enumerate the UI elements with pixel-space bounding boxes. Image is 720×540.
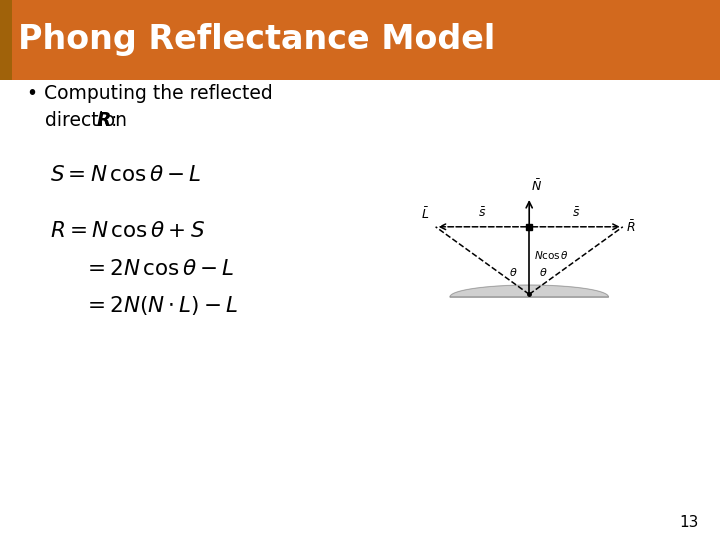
Text: $\theta$: $\theta$ <box>509 266 518 278</box>
Text: :: : <box>111 111 117 130</box>
Text: R: R <box>96 111 111 130</box>
Text: $= 2\mathit{N}\,\mathrm{cos}\,\theta - \mathit{L}$: $= 2\mathit{N}\,\mathrm{cos}\,\theta - \… <box>83 259 234 279</box>
Polygon shape <box>450 285 608 297</box>
Text: Phong Reflectance Model: Phong Reflectance Model <box>18 23 495 57</box>
Text: direction: direction <box>45 111 132 130</box>
Text: $\mathit{R} = \mathit{N}\,\mathrm{cos}\,\theta + \mathit{S}$: $\mathit{R} = \mathit{N}\,\mathrm{cos}\,… <box>50 221 205 241</box>
Text: $\mathit{S} = \mathit{N}\,\mathrm{cos}\,\theta - \mathit{L}$: $\mathit{S} = \mathit{N}\,\mathrm{cos}\,… <box>50 165 202 185</box>
Bar <box>0 0 12 80</box>
Text: $\bar{L}$: $\bar{L}$ <box>421 207 430 222</box>
Text: $\bar{N}$: $\bar{N}$ <box>531 179 542 194</box>
Text: $\bar{s}$: $\bar{s}$ <box>478 207 487 220</box>
Text: $\theta$: $\theta$ <box>539 266 548 278</box>
Text: $\bar{s}$: $\bar{s}$ <box>572 207 580 220</box>
Text: $= 2\mathit{N}(\mathit{N} \cdot \mathit{L}) - \mathit{L}$: $= 2\mathit{N}(\mathit{N} \cdot \mathit{… <box>83 294 238 318</box>
Text: $N\cos\theta$: $N\cos\theta$ <box>534 249 569 261</box>
Text: 13: 13 <box>679 515 698 530</box>
Text: • Computing the reflected: • Computing the reflected <box>27 84 273 103</box>
Text: $\bar{R}$: $\bar{R}$ <box>626 219 636 234</box>
Bar <box>0 0 720 80</box>
